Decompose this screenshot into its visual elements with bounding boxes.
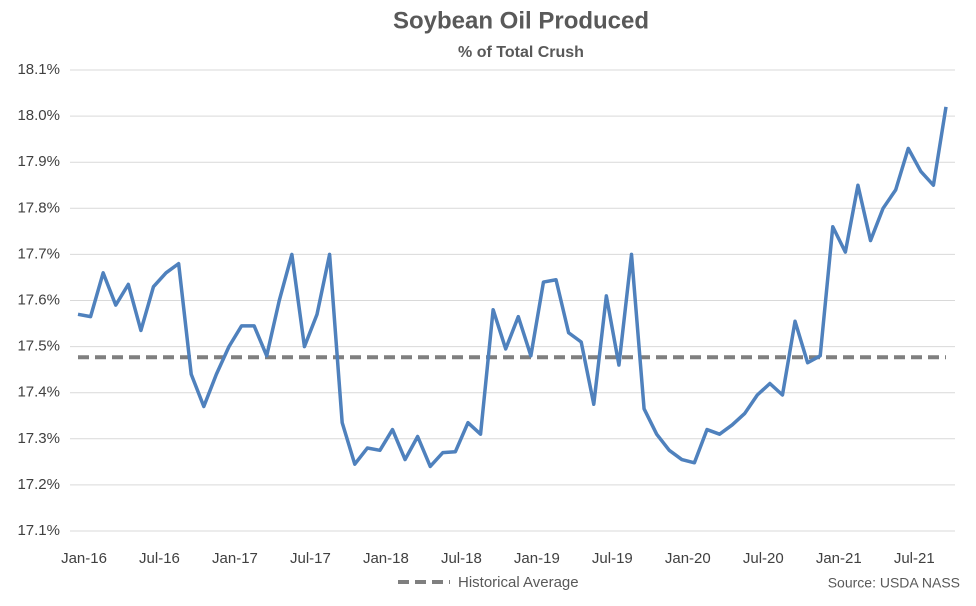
x-tick-label: Jul-17 [290, 550, 331, 567]
y-tick-label: 17.1% [17, 522, 60, 539]
y-tick-label: 17.9% [17, 153, 60, 170]
y-tick-label: 17.5% [17, 338, 60, 355]
chart-subtitle: % of Total Crush [458, 44, 584, 61]
y-tick-label: 18.1% [17, 61, 60, 78]
x-tick-label: Jul-20 [743, 550, 784, 567]
y-tick-label: 18.0% [17, 107, 60, 124]
chart-title: Soybean Oil Produced [393, 7, 649, 34]
x-tick-label: Jan-19 [514, 550, 560, 567]
y-tick-label: 17.7% [17, 245, 60, 262]
x-tick-label: Jan-20 [665, 550, 711, 567]
x-tick-label: Jan-16 [61, 550, 107, 567]
x-tick-label: Jan-17 [212, 550, 258, 567]
data-line [77, 106, 948, 469]
x-tick-label: Jul-21 [894, 550, 935, 567]
y-tick-label: 17.2% [17, 476, 60, 493]
y-tick-label: 17.3% [17, 430, 60, 447]
source-note: Source: USDA NASS [828, 575, 960, 591]
x-tick-label: Jul-19 [592, 550, 633, 567]
y-tick-label: 17.6% [17, 291, 60, 308]
legend-label: Historical Average [458, 574, 579, 591]
x-tick-label: Jul-16 [139, 550, 180, 567]
x-tick-label: Jul-18 [441, 550, 482, 567]
y-tick-label: 17.4% [17, 384, 60, 401]
y-tick-label: 17.8% [17, 199, 60, 216]
x-tick-label: Jan-21 [816, 550, 862, 567]
x-tick-label: Jan-18 [363, 550, 409, 567]
